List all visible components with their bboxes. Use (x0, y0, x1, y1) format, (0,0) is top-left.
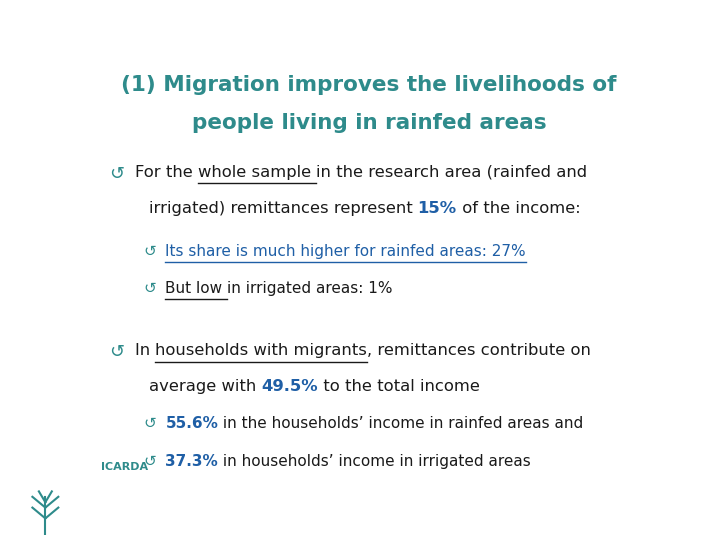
Text: But low: But low (166, 281, 228, 296)
Text: ↺: ↺ (143, 244, 156, 259)
Text: average with: average with (148, 379, 261, 394)
Text: ↺: ↺ (143, 281, 156, 296)
Text: 49.5%: 49.5% (261, 379, 318, 394)
Text: of the income:: of the income: (456, 201, 580, 216)
Text: in irrigated areas: 1%: in irrigated areas: 1% (228, 281, 393, 296)
Text: people living in rainfed areas: people living in rainfed areas (192, 113, 546, 133)
Text: 55.6%: 55.6% (166, 416, 218, 431)
Text: 37.3%: 37.3% (166, 454, 218, 469)
Text: ↺: ↺ (109, 343, 125, 361)
Text: whole sample: whole sample (197, 165, 316, 180)
Text: in the households’ income in rainfed areas and: in the households’ income in rainfed are… (218, 416, 583, 431)
Text: ↺: ↺ (143, 416, 156, 431)
Text: in the research area (rainfed and: in the research area (rainfed and (316, 165, 587, 180)
Text: to the total income: to the total income (318, 379, 480, 394)
Text: ↺: ↺ (109, 165, 125, 183)
Text: irrigated) remittances represent: irrigated) remittances represent (148, 201, 418, 216)
Text: households with migrants: households with migrants (155, 343, 367, 359)
Text: ICARDA: ICARDA (101, 462, 148, 472)
Text: in households’ income in irrigated areas: in households’ income in irrigated areas (218, 454, 531, 469)
Text: For the: For the (135, 165, 197, 180)
Text: In: In (135, 343, 155, 359)
Text: ↺: ↺ (143, 454, 156, 469)
Text: Its share is much higher for rainfed areas: 27%: Its share is much higher for rainfed are… (166, 244, 526, 259)
Text: (1) Migration improves the livelihoods of: (1) Migration improves the livelihoods o… (121, 75, 617, 95)
Text: 15%: 15% (418, 201, 456, 216)
Text: , remittances contribute on: , remittances contribute on (367, 343, 591, 359)
